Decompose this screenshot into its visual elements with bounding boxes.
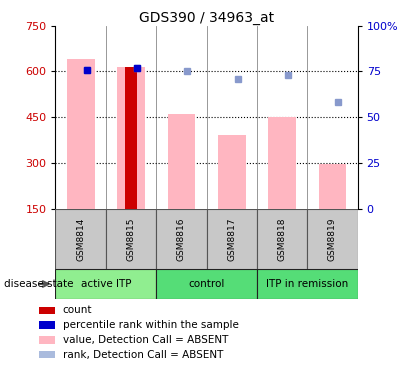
Bar [268, 117, 296, 209]
Bar [39, 351, 55, 358]
Text: GSM8815: GSM8815 [127, 217, 136, 261]
Bar [39, 307, 55, 314]
Text: GSM8817: GSM8817 [227, 217, 236, 261]
Bar [55, 209, 106, 269]
Bar [307, 209, 358, 269]
Bar [125, 67, 137, 209]
Bar [257, 209, 307, 269]
Text: ITP in remission: ITP in remission [266, 279, 349, 289]
Bar [257, 269, 358, 299]
Bar [106, 209, 156, 269]
Text: disease state: disease state [4, 279, 74, 289]
Bar [156, 269, 257, 299]
Bar [67, 59, 95, 209]
Bar [168, 114, 195, 209]
Text: count: count [62, 305, 92, 315]
Bar [319, 164, 346, 209]
Text: GSM8814: GSM8814 [76, 217, 85, 261]
Text: percentile rank within the sample: percentile rank within the sample [62, 320, 238, 330]
Bar [39, 336, 55, 344]
Text: GSM8819: GSM8819 [328, 217, 337, 261]
Text: GSM8816: GSM8816 [177, 217, 186, 261]
Bar [218, 135, 245, 209]
Text: value, Detection Call = ABSENT: value, Detection Call = ABSENT [62, 335, 228, 345]
Text: control: control [188, 279, 225, 289]
Bar [117, 67, 145, 209]
Text: GSM8818: GSM8818 [277, 217, 286, 261]
Title: GDS390 / 34963_at: GDS390 / 34963_at [139, 11, 274, 25]
Text: active ITP: active ITP [81, 279, 131, 289]
Bar [206, 209, 257, 269]
Bar [156, 209, 206, 269]
Text: rank, Detection Call = ABSENT: rank, Detection Call = ABSENT [62, 350, 223, 360]
Bar [39, 321, 55, 329]
Bar [55, 269, 156, 299]
